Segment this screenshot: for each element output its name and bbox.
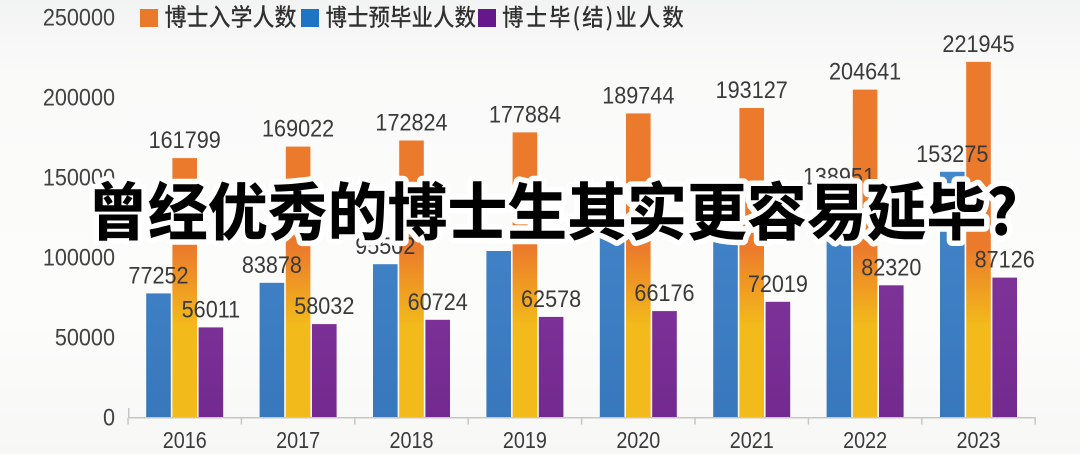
svg-text:2019: 2019 [503,428,547,454]
svg-text:72019: 72019 [748,270,808,297]
svg-text:2017: 2017 [276,428,320,454]
svg-text:169022: 169022 [262,114,334,141]
svg-text:204641: 204641 [829,57,901,84]
svg-text:193127: 193127 [716,76,788,103]
svg-text:200000: 200000 [43,83,115,110]
svg-text:250000: 250000 [43,3,115,30]
svg-text:62578: 62578 [521,285,581,312]
svg-text:153275: 153275 [916,140,988,167]
svg-text:50000: 50000 [55,323,115,350]
svg-text:0: 0 [103,403,115,430]
svg-text:161799: 161799 [149,126,221,153]
svg-text:172824: 172824 [375,108,447,135]
svg-text:82320: 82320 [861,253,921,280]
svg-text:87126: 87126 [975,245,1035,272]
svg-text:2022: 2022 [843,428,887,454]
svg-text:58032: 58032 [294,292,354,319]
svg-text:2023: 2023 [957,428,1001,454]
svg-text:2016: 2016 [163,428,207,454]
svg-text:2021: 2021 [730,428,774,454]
svg-text:56011: 56011 [182,295,241,322]
svg-text:60724: 60724 [408,288,468,315]
svg-text:189744: 189744 [602,81,674,108]
svg-text:2018: 2018 [390,428,434,454]
svg-text:83878: 83878 [242,251,302,278]
svg-text:2020: 2020 [616,428,660,454]
svg-text:221945: 221945 [942,30,1014,57]
svg-text:77252: 77252 [128,261,188,288]
svg-text:66176: 66176 [634,279,694,306]
svg-text:177884: 177884 [489,100,561,127]
svg-text:100000: 100000 [43,243,115,270]
